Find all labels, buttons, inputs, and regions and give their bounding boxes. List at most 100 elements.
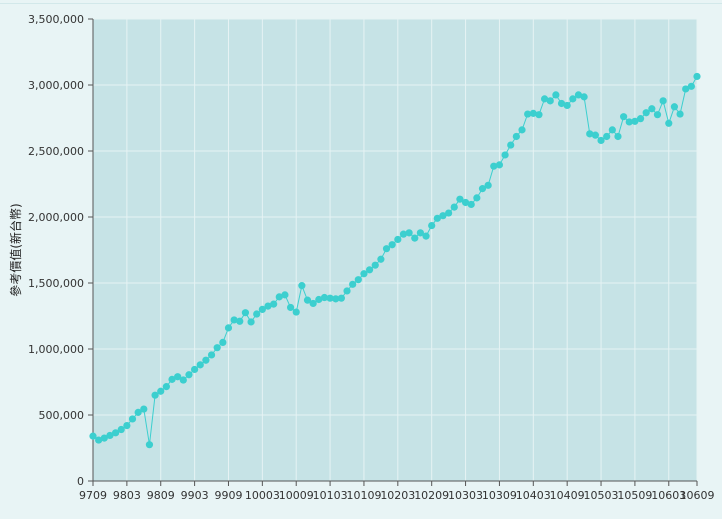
data-point <box>326 294 334 302</box>
data-point <box>281 291 289 299</box>
data-point <box>371 261 379 269</box>
series-points <box>89 72 701 449</box>
data-point <box>202 356 210 364</box>
data-point <box>490 162 498 170</box>
data-point <box>315 295 323 304</box>
x-tick-label: 10109 <box>346 489 381 502</box>
data-point <box>230 316 238 324</box>
data-point <box>179 376 187 384</box>
data-point <box>620 113 628 121</box>
data-point <box>416 229 425 237</box>
data-point <box>236 317 244 325</box>
data-point <box>134 408 142 416</box>
data-point <box>693 72 701 81</box>
y-tick-label: 1,500,000 <box>28 277 84 290</box>
y-tick-label: 3,500,000 <box>28 13 84 26</box>
data-point <box>439 212 447 220</box>
data-point <box>298 282 306 290</box>
data-point <box>349 280 357 288</box>
data-point <box>332 295 340 303</box>
data-point <box>495 161 504 169</box>
data-point <box>422 232 430 240</box>
data-point <box>591 131 599 139</box>
data-point <box>264 302 272 310</box>
data-point <box>388 241 396 249</box>
data-point <box>682 85 690 93</box>
data-point <box>213 344 221 352</box>
data-point <box>484 181 492 189</box>
x-tick-label: 10209 <box>414 489 449 502</box>
data-point <box>123 421 131 430</box>
data-point <box>552 91 560 99</box>
data-point <box>665 119 673 127</box>
data-point <box>636 115 645 123</box>
data-point <box>111 429 120 437</box>
x-tick-label: 10409 <box>550 489 585 502</box>
data-point <box>563 101 571 110</box>
data-point <box>270 300 278 308</box>
data-point <box>433 214 441 222</box>
data-point <box>275 293 283 301</box>
y-axis-label: 參考價值(新台幣) <box>8 203 23 296</box>
data-point <box>524 110 532 118</box>
y-tick-label: 3,000,000 <box>28 79 84 92</box>
data-point <box>473 194 481 202</box>
data-point <box>456 195 464 203</box>
x-tick-label: 10609 <box>680 489 715 502</box>
data-point <box>168 375 176 383</box>
x-tick-label: 10009 <box>279 489 314 502</box>
data-point <box>670 103 679 111</box>
x-tick-label: 9903 <box>181 489 209 502</box>
data-point <box>614 132 622 141</box>
data-point <box>258 305 266 313</box>
data-point <box>597 136 605 145</box>
data-point <box>196 361 204 369</box>
x-tick-label: 10303 <box>448 489 483 502</box>
data-point <box>450 203 458 211</box>
data-point <box>546 97 554 105</box>
data-point <box>157 387 165 395</box>
data-point <box>303 296 312 304</box>
data-point <box>253 310 261 318</box>
y-tick-label: 2,500,000 <box>28 145 84 158</box>
data-point <box>642 109 650 117</box>
top-border-line <box>0 3 722 4</box>
data-point <box>247 318 255 326</box>
data-point <box>676 110 684 118</box>
x-tick-label: 9809 <box>147 489 175 502</box>
data-point <box>687 82 695 90</box>
data-point <box>501 151 509 159</box>
x-tick-label: 10509 <box>617 489 652 502</box>
x-tick-label: 10203 <box>380 489 415 502</box>
y-tick-label: 1,000,000 <box>28 343 84 356</box>
data-point <box>117 425 125 434</box>
data-point <box>360 270 368 278</box>
data-point <box>518 126 526 134</box>
data-point <box>467 200 475 209</box>
x-tick-label: 10503 <box>584 489 619 502</box>
data-point <box>377 255 385 263</box>
data-point <box>162 383 170 391</box>
x-tick-label: 10003 <box>245 489 280 502</box>
data-point <box>535 111 543 119</box>
data-point <box>540 95 549 103</box>
data-point <box>100 434 108 442</box>
data-point <box>106 431 114 440</box>
y-tick-label: 500,000 <box>39 409 85 422</box>
data-point <box>207 351 216 359</box>
data-point <box>405 229 413 237</box>
plot-area <box>93 19 697 481</box>
data-point <box>394 235 402 244</box>
data-point <box>241 309 250 317</box>
data-point <box>128 415 137 423</box>
data-point <box>478 185 487 193</box>
data-point <box>320 293 329 302</box>
data-point <box>574 91 583 99</box>
data-point <box>219 338 227 346</box>
data-point <box>659 97 667 105</box>
data-point <box>140 405 148 413</box>
data-point <box>580 93 588 101</box>
data-point <box>586 130 594 138</box>
data-point <box>95 436 103 444</box>
